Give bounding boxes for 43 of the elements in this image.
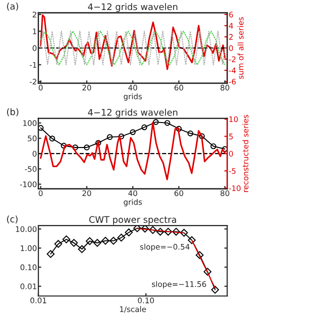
point	[106, 134, 113, 140]
point	[46, 250, 55, 258]
point	[72, 144, 78, 150]
point	[101, 236, 110, 245]
point	[196, 251, 204, 259]
point	[164, 120, 170, 126]
point	[130, 129, 136, 136]
point	[110, 236, 118, 245]
point	[78, 245, 86, 254]
point	[156, 228, 164, 236]
point	[54, 240, 62, 248]
point	[141, 226, 149, 233]
line-series	[40, 30, 226, 66]
chart-title: CWT power spectra	[89, 216, 176, 225]
point	[117, 234, 126, 242]
point	[84, 144, 90, 150]
chart-title: 4−12 grids wavelen	[88, 3, 178, 12]
point	[180, 228, 188, 237]
point	[49, 136, 56, 142]
text: (b)	[7, 108, 18, 116]
point	[187, 130, 194, 136]
point	[93, 238, 102, 247]
point	[70, 238, 78, 247]
point	[124, 228, 133, 236]
point	[176, 126, 182, 132]
text: (c)	[7, 215, 18, 224]
point	[152, 119, 159, 125]
point	[60, 142, 67, 149]
point	[210, 143, 216, 150]
point	[211, 286, 220, 294]
point	[148, 226, 157, 234]
point	[86, 237, 94, 246]
point	[188, 236, 196, 244]
text: (a)	[7, 2, 18, 11]
point	[204, 268, 212, 276]
point	[133, 226, 142, 232]
point	[62, 235, 70, 244]
chart-title: 4−12 grids wavelen	[88, 108, 178, 118]
point	[118, 134, 124, 140]
point	[172, 228, 180, 236]
point	[198, 133, 205, 140]
point	[141, 124, 148, 130]
point	[164, 228, 172, 236]
